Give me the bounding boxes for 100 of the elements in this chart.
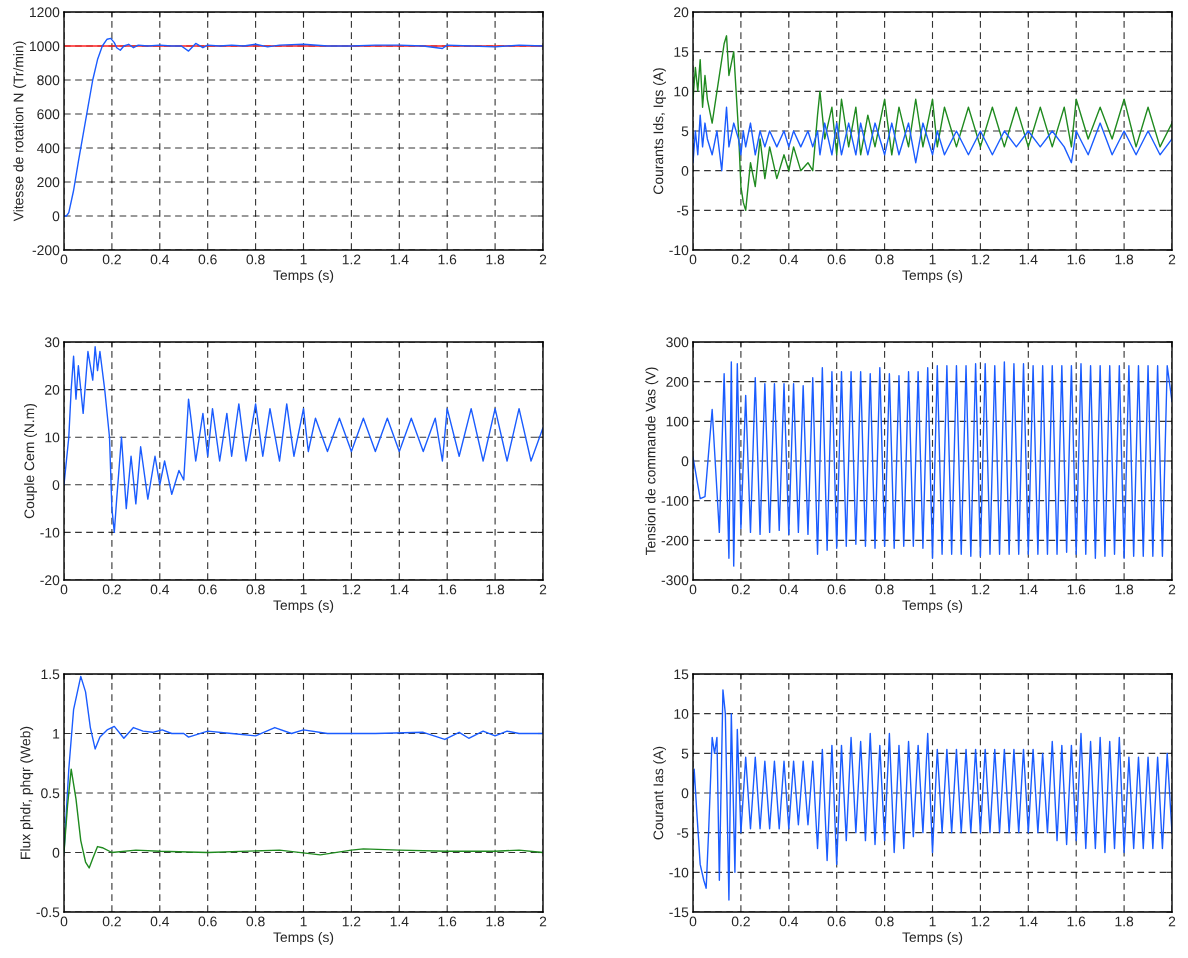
x-tick-label: 1.8	[1115, 254, 1134, 265]
x-tick-label: 1	[300, 584, 307, 595]
x-tick-label: 0.4	[150, 584, 170, 595]
line-series	[64, 37, 543, 217]
x-tick-label: 0.6	[198, 916, 217, 927]
x-tick-label: 1	[929, 254, 936, 265]
y-tick-label: -5	[677, 828, 689, 838]
y-tick-label: 0	[52, 480, 60, 490]
y-axis-title: Courants Ids, Iqs (A)	[653, 68, 666, 194]
line-series	[693, 361, 1172, 567]
x-tick-label: 1.8	[486, 254, 505, 265]
x-tick-label: 1.4	[1019, 254, 1038, 265]
x-axis-title: Temps (s)	[902, 931, 963, 945]
x-tick-label: 2	[1168, 584, 1176, 595]
x-tick-label: 0.6	[827, 916, 846, 927]
x-tick-label: 0.4	[150, 916, 170, 927]
x-tick-label: 0.2	[102, 584, 121, 595]
y-axis-title: Couple Cem (N.m)	[24, 403, 37, 519]
y-tick-label: 1000	[30, 41, 60, 52]
x-tick-label: 1.4	[390, 584, 409, 595]
y-tick-label: 1.5	[41, 669, 60, 680]
x-tick-label: 0.6	[198, 584, 217, 595]
y-tick-label: 0	[52, 847, 60, 858]
x-tick-label: 0	[689, 584, 697, 595]
x-tick-label: 2	[539, 584, 547, 595]
y-tick-label: 800	[37, 75, 60, 86]
x-axis-title: Temps (s)	[902, 269, 963, 283]
y-tick-label: 600	[37, 109, 60, 120]
y-tick-label: 20	[45, 384, 60, 395]
y-axis-title: Flux phdr, phqr (Web)	[20, 726, 34, 859]
line-series	[693, 106, 1172, 172]
y-tick-label: 1200	[30, 7, 60, 18]
y-tick-label: -300	[661, 575, 689, 586]
x-tick-label: 1.2	[971, 254, 990, 265]
y-tick-label: 10	[674, 709, 689, 719]
x-tick-label: 1.6	[438, 916, 457, 927]
x-tick-label: 0.6	[827, 254, 846, 265]
x-tick-label: 1.8	[1115, 584, 1134, 595]
y-tick-label: -20	[40, 575, 60, 586]
y-tick-label: -15	[669, 907, 689, 918]
x-tick-label: 1	[300, 254, 307, 265]
x-tick-label: 1.4	[390, 916, 409, 927]
line-series	[64, 768, 543, 869]
x-tick-label: 2	[539, 916, 547, 927]
y-tick-label: -10	[669, 245, 689, 256]
y-tick-label: 0.5	[41, 788, 60, 799]
y-axis-title: Courant Ias (A)	[653, 746, 666, 840]
y-tick-label: 200	[37, 177, 60, 188]
line-series	[64, 346, 543, 534]
x-tick-label: 0.8	[875, 916, 894, 927]
x-axis-title: Temps (s)	[273, 931, 334, 945]
x-tick-label: 1.8	[486, 584, 505, 595]
x-tick-label: 1	[929, 584, 936, 595]
x-tick-label: 1.4	[390, 254, 409, 265]
y-tick-label: 100	[666, 416, 689, 427]
y-tick-label: -200	[32, 245, 60, 256]
y-tick-label: 0	[681, 788, 689, 799]
x-tick-label: 1.2	[342, 254, 361, 265]
y-tick-label: 1	[53, 728, 60, 739]
y-tick-label: 20	[674, 7, 689, 18]
x-tick-label: 0.2	[102, 254, 121, 265]
x-tick-label: 0.2	[102, 916, 121, 927]
x-tick-label: 1.2	[971, 916, 990, 927]
line-series	[693, 689, 1172, 901]
y-axis-title: Vitesse de rotation N (Tr/min)	[13, 41, 27, 222]
y-tick-label: 200	[666, 377, 689, 387]
x-axis-title: Temps (s)	[273, 599, 334, 613]
y-tick-label: -5	[677, 205, 689, 216]
x-tick-label: 0.4	[779, 254, 799, 265]
y-tick-label: -10	[40, 527, 60, 538]
x-tick-label: 1.6	[1067, 584, 1086, 595]
x-tick-label: 0.8	[875, 254, 894, 265]
y-tick-label: 10	[45, 432, 60, 443]
x-tick-label: 2	[539, 254, 547, 265]
x-tick-label: 0.6	[827, 584, 846, 595]
y-tick-label: -200	[661, 535, 689, 546]
x-tick-label: 1	[929, 916, 936, 927]
y-tick-label: 0	[681, 166, 689, 176]
x-tick-label: 0.4	[779, 584, 799, 595]
x-tick-label: 1.2	[342, 916, 361, 927]
x-tick-label: 0.8	[875, 584, 894, 595]
x-tick-label: 0	[689, 916, 697, 927]
y-tick-label: 30	[44, 337, 60, 348]
y-tick-label: -100	[661, 496, 689, 506]
y-tick-label: 0	[52, 211, 60, 222]
y-tick-label: 300	[666, 337, 689, 348]
x-tick-label: 1.6	[1067, 916, 1086, 927]
y-tick-label: -0.5	[36, 907, 60, 918]
y-tick-label: 10	[674, 86, 689, 97]
x-tick-label: 0.2	[731, 584, 750, 595]
y-tick-label: 15	[674, 47, 689, 57]
x-tick-label: 1.2	[971, 584, 990, 595]
y-tick-label: 400	[36, 143, 60, 154]
x-tick-label: 1	[300, 916, 307, 927]
x-tick-label: 0.4	[779, 916, 799, 927]
x-tick-label: 0.8	[246, 254, 265, 265]
y-tick-label: -10	[669, 867, 689, 878]
y-tick-label: 0	[681, 456, 689, 467]
x-tick-label: 2	[1168, 916, 1176, 927]
x-tick-label: 0	[60, 584, 68, 595]
